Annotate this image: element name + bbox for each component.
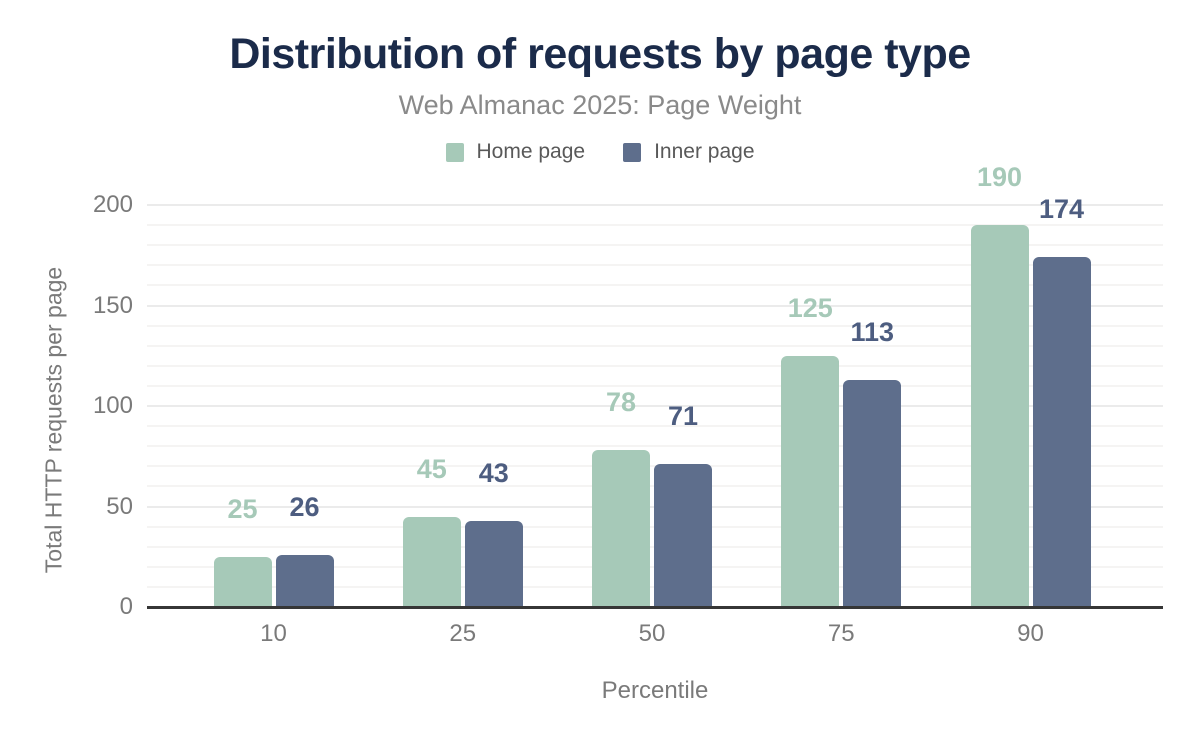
y-tick-label-150: 150 <box>92 291 133 319</box>
bar-home-page-p25 <box>402 516 461 607</box>
legend-swatch-home-page <box>445 142 464 162</box>
gridline-minor-180 <box>147 244 1163 247</box>
gridline-minor-90 <box>147 425 1163 428</box>
gridline-minor-110 <box>147 384 1163 387</box>
legend-label: Inner page <box>654 140 755 163</box>
bar-value-label-home-page-p10: 25 <box>227 493 258 524</box>
bar-value-label-inner-page-p10: 26 <box>289 491 320 522</box>
bar-value-label-inner-page-p90: 174 <box>1038 194 1085 225</box>
gridline-minor-80 <box>147 445 1163 448</box>
chart-subtitle: Web Almanac 2025: Page Weight <box>398 90 802 120</box>
chart-title: Distribution of requests by page type <box>229 30 971 78</box>
bar-inner-page-p10 <box>275 554 334 607</box>
bar-value-label-home-page-p50: 78 <box>605 387 637 418</box>
legend-item-home-page: Home page <box>445 140 586 164</box>
gridline-major-150 <box>147 304 1163 307</box>
bar-home-page-p10 <box>213 556 272 607</box>
x-axis-line <box>147 606 1163 609</box>
gridline-minor-120 <box>147 364 1163 367</box>
bar-value-label-inner-page-p25: 43 <box>478 457 509 488</box>
bar-value-label-home-page-p75: 125 <box>787 292 833 323</box>
bar-home-page-p75 <box>781 355 840 607</box>
y-tick-label-0: 0 <box>119 593 133 620</box>
legend-swatch-inner-page <box>623 142 642 162</box>
x-tick-label-90: 90 <box>1017 620 1044 647</box>
bar-inner-page-p75 <box>843 379 902 607</box>
bar-value-label-home-page-p25: 45 <box>416 453 447 484</box>
y-tick-label-200: 200 <box>92 191 133 218</box>
gridline-minor-170 <box>147 264 1163 267</box>
legend-label: Home page <box>476 140 586 163</box>
legend-item-inner-page: Inner page <box>623 140 755 164</box>
bar-value-label-inner-page-p50: 71 <box>667 401 699 432</box>
gridline-major-200 <box>147 204 1163 206</box>
x-axis-title: Percentile <box>601 677 709 704</box>
legend: Home page Inner page <box>0 140 1200 164</box>
bar-inner-page-p90 <box>1032 257 1091 607</box>
gridline-major-100 <box>147 405 1163 407</box>
gridline-minor-160 <box>147 284 1163 287</box>
gridline-minor-140 <box>147 324 1163 327</box>
bar-value-label-home-page-p90: 190 <box>976 162 1023 193</box>
bar-inner-page-p50 <box>654 464 712 607</box>
x-tick-label-50: 50 <box>638 620 666 647</box>
gridline-minor-130 <box>147 344 1163 347</box>
x-tick-label-25: 25 <box>449 620 477 647</box>
y-tick-label-100: 100 <box>92 392 133 419</box>
x-tick-label-75: 75 <box>827 620 855 647</box>
bar-value-label-inner-page-p75: 113 <box>850 316 895 347</box>
bar-home-page-p90 <box>970 225 1029 607</box>
gridline-minor-190 <box>147 224 1163 227</box>
y-tick-label-50: 50 <box>106 492 133 520</box>
bar-inner-page-p25 <box>464 520 523 607</box>
plot-area: Percentile 0 50 100 150 200 10 25 26 25 45 43 50 78 7… <box>93 164 1163 704</box>
bar-home-page-p50 <box>592 450 650 607</box>
x-tick-label-10: 10 <box>260 620 287 647</box>
